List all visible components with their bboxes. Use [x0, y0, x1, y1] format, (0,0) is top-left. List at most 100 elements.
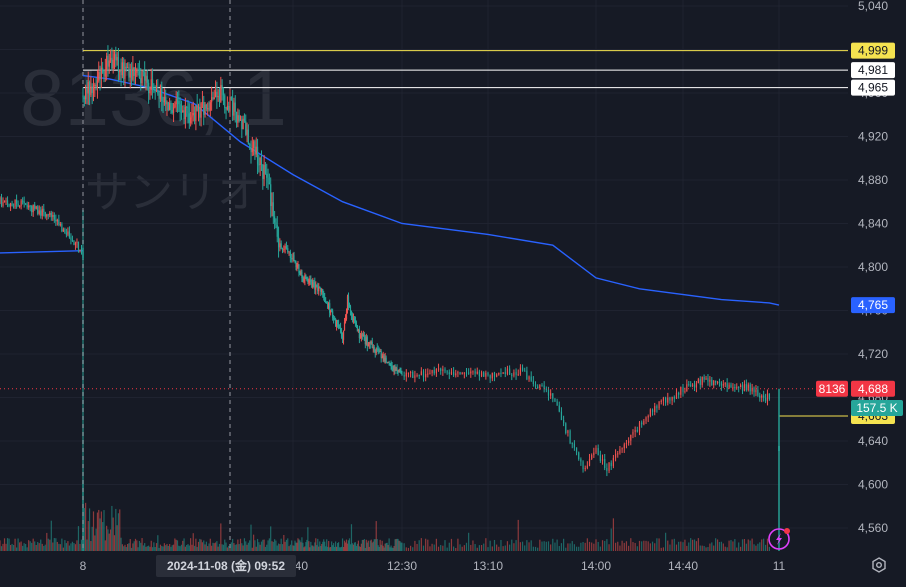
- volume-bar: [128, 543, 130, 551]
- candle: [412, 372, 414, 378]
- candle: [170, 102, 172, 110]
- volume-bar: [239, 538, 242, 551]
- candle: [649, 409, 651, 417]
- candle: [74, 243, 77, 245]
- volume-bar: [311, 545, 313, 551]
- volume-bar: [711, 542, 713, 551]
- candle: [192, 113, 194, 116]
- volume-bar: [94, 535, 96, 551]
- x-tick-label: 14:00: [581, 559, 611, 573]
- candle: [747, 384, 749, 390]
- candle: [90, 86, 92, 95]
- price-tag-label: 4,981: [858, 63, 888, 77]
- volume-bar: [211, 545, 213, 551]
- volume-bar: [53, 538, 55, 551]
- candle: [146, 75, 148, 83]
- candle: [255, 146, 257, 155]
- candle: [79, 249, 81, 251]
- volume-bar: [238, 544, 240, 551]
- volume-bar: [368, 546, 370, 551]
- volume-bar: [212, 542, 214, 551]
- candle: [175, 98, 177, 105]
- volume-bar: [92, 511, 95, 551]
- volume-bar: [476, 547, 478, 551]
- candle: [212, 97, 214, 100]
- volume-bar: [5, 543, 7, 551]
- price-level-lines[interactable]: [83, 50, 848, 417]
- candle: [87, 82, 89, 94]
- volume-bar: [450, 538, 453, 551]
- candle: [391, 366, 393, 370]
- volume-bar: [41, 543, 43, 551]
- candle: [346, 296, 349, 312]
- symbol-tag-label: 8136: [819, 382, 846, 396]
- candle: [588, 458, 591, 466]
- candle: [379, 351, 381, 353]
- gear-icon[interactable]: [872, 557, 886, 573]
- volume-bar: [543, 541, 545, 551]
- volume-bar: [116, 525, 118, 551]
- volume-bar: [203, 540, 205, 551]
- volume-bar: [656, 538, 658, 551]
- volume-bar: [448, 542, 450, 551]
- candle: [49, 212, 51, 216]
- candle: [340, 332, 343, 337]
- candle: [699, 379, 701, 385]
- volume-bar: [588, 541, 591, 551]
- candle: [343, 322, 346, 331]
- volume-bar: [599, 546, 601, 551]
- candle: [493, 372, 496, 377]
- candle: [569, 430, 571, 444]
- volume-bar: [68, 545, 71, 551]
- candle: [539, 384, 541, 389]
- candle: [318, 287, 320, 292]
- x-tick-label: 12:30: [387, 559, 417, 573]
- volume-bar: [276, 545, 278, 551]
- volume-bar: [440, 545, 442, 551]
- candle: [716, 381, 719, 383]
- candle: [137, 69, 139, 71]
- candle: [597, 448, 599, 455]
- volume-bar: [247, 542, 249, 551]
- volume-bar: [336, 543, 339, 551]
- volume-bar: [363, 539, 365, 551]
- volume-bar: [753, 544, 755, 551]
- candle: [207, 108, 209, 110]
- candle: [463, 372, 465, 374]
- candle: [328, 303, 330, 309]
- candle: [378, 350, 380, 352]
- candle: [316, 285, 318, 287]
- candle: [478, 371, 480, 377]
- volume-bar: [747, 539, 749, 551]
- candle: [474, 371, 476, 374]
- volume-bar: [604, 540, 606, 551]
- candle: [313, 282, 315, 284]
- volume-bar: [314, 542, 316, 551]
- volume-bar: [660, 547, 662, 551]
- candle: [388, 362, 390, 364]
- candle: [96, 80, 99, 88]
- candle: [483, 372, 485, 377]
- candle: [333, 317, 335, 320]
- volume-bar: [195, 538, 197, 551]
- volume-bar: [150, 540, 152, 551]
- candle: [377, 348, 379, 351]
- volume-bar: [313, 546, 315, 551]
- volume-bar: [86, 539, 88, 551]
- volume-bar: [196, 546, 198, 551]
- volume-bar: [391, 547, 393, 551]
- candle: [667, 397, 669, 403]
- candle: [293, 255, 295, 261]
- candle: [86, 88, 88, 94]
- price-axis[interactable]: 4,5604,6004,6404,6804,7204,7604,8004,840…: [858, 0, 888, 535]
- volume-bar: [106, 525, 108, 551]
- volume-bar: [176, 540, 179, 551]
- lightning-icon[interactable]: [768, 528, 790, 550]
- candle: [545, 388, 547, 390]
- volume-bar: [303, 547, 305, 551]
- candle: [155, 90, 158, 92]
- candle: [299, 272, 301, 274]
